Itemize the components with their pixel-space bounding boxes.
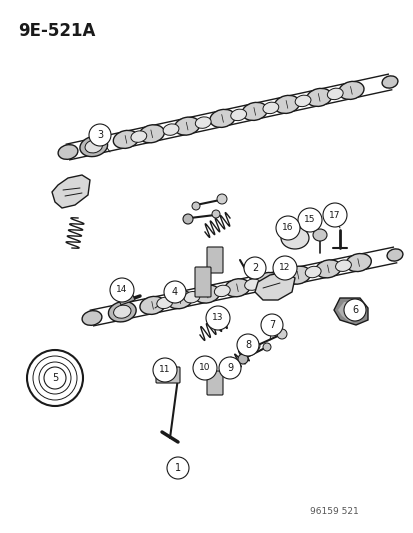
Text: 16: 16 <box>282 223 293 232</box>
Ellipse shape <box>82 311 102 325</box>
Circle shape <box>272 256 296 280</box>
Text: 8: 8 <box>244 340 250 350</box>
Circle shape <box>164 281 185 303</box>
Text: 15: 15 <box>304 215 315 224</box>
Circle shape <box>262 343 271 351</box>
Polygon shape <box>118 293 135 305</box>
Circle shape <box>276 329 286 339</box>
Text: 12: 12 <box>279 263 290 272</box>
Ellipse shape <box>139 125 164 143</box>
Text: 2: 2 <box>251 263 257 273</box>
Text: 13: 13 <box>212 313 223 322</box>
Ellipse shape <box>306 88 331 107</box>
Ellipse shape <box>327 88 342 100</box>
Ellipse shape <box>163 124 178 135</box>
Circle shape <box>275 216 299 240</box>
Circle shape <box>206 306 230 330</box>
Ellipse shape <box>315 260 340 278</box>
Ellipse shape <box>274 272 290 284</box>
Circle shape <box>297 208 321 232</box>
Circle shape <box>322 203 346 227</box>
Circle shape <box>153 358 177 382</box>
Ellipse shape <box>174 117 199 135</box>
Ellipse shape <box>312 229 326 241</box>
Polygon shape <box>52 175 90 208</box>
Ellipse shape <box>194 285 219 303</box>
Text: 9E-521A: 9E-521A <box>18 22 95 40</box>
Ellipse shape <box>274 95 299 114</box>
Ellipse shape <box>113 131 138 148</box>
Circle shape <box>218 357 240 379</box>
Circle shape <box>192 356 216 380</box>
Ellipse shape <box>184 292 199 303</box>
Circle shape <box>252 342 259 350</box>
Text: 4: 4 <box>171 287 178 297</box>
Circle shape <box>44 367 66 389</box>
Ellipse shape <box>254 272 280 290</box>
FancyBboxPatch shape <box>156 367 180 383</box>
Ellipse shape <box>214 285 230 297</box>
Ellipse shape <box>381 76 397 88</box>
Text: 5: 5 <box>52 373 58 383</box>
Circle shape <box>166 457 189 479</box>
Ellipse shape <box>262 102 278 114</box>
Circle shape <box>236 334 259 356</box>
Text: 96159 521: 96159 521 <box>309 507 358 516</box>
Ellipse shape <box>85 140 102 153</box>
Text: 3: 3 <box>97 130 103 140</box>
FancyBboxPatch shape <box>195 267 211 297</box>
Text: 1: 1 <box>175 463 180 473</box>
Ellipse shape <box>304 266 320 278</box>
Circle shape <box>237 354 247 364</box>
Ellipse shape <box>285 266 310 284</box>
Ellipse shape <box>335 260 351 271</box>
Circle shape <box>260 314 282 336</box>
Circle shape <box>343 299 365 321</box>
Circle shape <box>216 194 226 204</box>
Ellipse shape <box>294 95 310 107</box>
Circle shape <box>192 202 199 210</box>
Ellipse shape <box>345 254 370 271</box>
FancyBboxPatch shape <box>206 371 223 395</box>
Circle shape <box>183 214 192 224</box>
Text: 6: 6 <box>351 305 357 315</box>
Ellipse shape <box>224 279 249 297</box>
Ellipse shape <box>157 297 172 309</box>
Ellipse shape <box>242 102 267 120</box>
Ellipse shape <box>338 82 363 100</box>
Circle shape <box>243 257 266 279</box>
Ellipse shape <box>230 109 246 120</box>
Ellipse shape <box>195 117 211 128</box>
Text: 10: 10 <box>199 364 210 373</box>
Ellipse shape <box>280 227 308 249</box>
Text: 17: 17 <box>328 211 340 220</box>
Ellipse shape <box>209 109 235 127</box>
Ellipse shape <box>108 302 136 322</box>
Circle shape <box>110 278 134 302</box>
Circle shape <box>211 210 219 218</box>
Polygon shape <box>333 298 367 325</box>
FancyBboxPatch shape <box>206 247 223 273</box>
Circle shape <box>89 124 111 146</box>
Ellipse shape <box>140 296 165 314</box>
Ellipse shape <box>167 290 192 309</box>
Text: 14: 14 <box>116 286 127 295</box>
Ellipse shape <box>386 249 402 261</box>
Ellipse shape <box>80 136 107 157</box>
Ellipse shape <box>131 131 146 142</box>
Polygon shape <box>254 272 294 300</box>
Ellipse shape <box>244 279 260 290</box>
Text: 7: 7 <box>268 320 275 330</box>
Polygon shape <box>337 302 363 322</box>
Text: 11: 11 <box>159 366 170 375</box>
Text: 9: 9 <box>226 363 233 373</box>
Ellipse shape <box>113 305 131 318</box>
Ellipse shape <box>58 144 78 159</box>
